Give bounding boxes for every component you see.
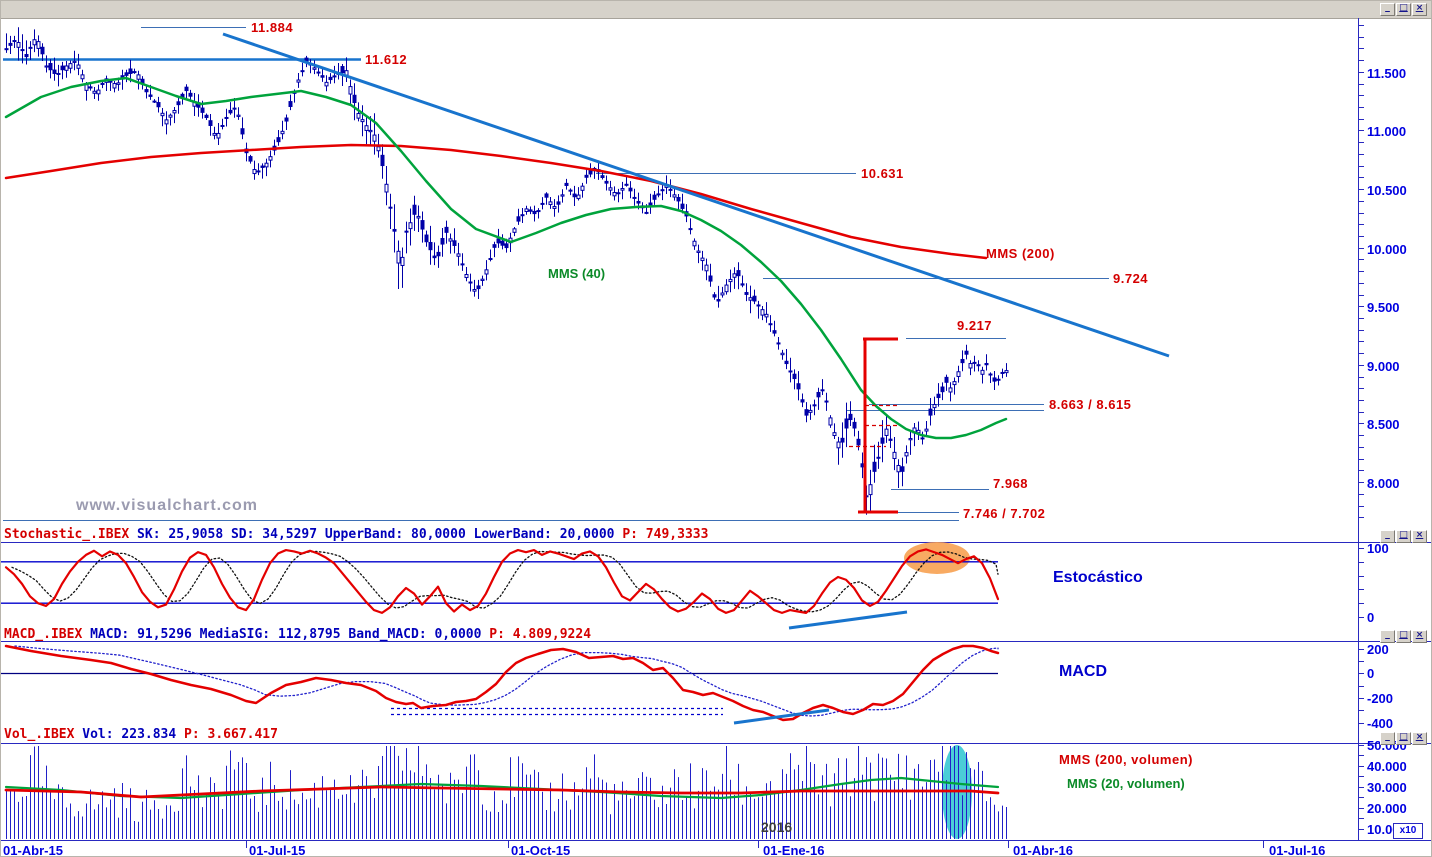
- price-level-label: 11.612: [365, 52, 408, 67]
- stochastic-label: Estocástico: [1053, 569, 1143, 586]
- close-button[interactable]: ×: [1412, 3, 1427, 16]
- stochastic-header: Stochastic_.IBEX SK: 25,9058 SD: 34,5297…: [4, 528, 708, 542]
- title-bar: .IBEX - IBEX 35 INDEX - 1 d Dif. %: 0,70…: [1, 1, 1431, 19]
- macd-pane-buttons: _ □ ×: [1380, 630, 1427, 643]
- maximize-button[interactable]: □: [1396, 630, 1411, 643]
- y-axis-label: 30.000: [1367, 780, 1407, 795]
- minimize-button[interactable]: _: [1380, 530, 1395, 543]
- close-button[interactable]: ×: [1412, 530, 1427, 543]
- y-axis-label: 20.000: [1367, 801, 1407, 816]
- y-axis-label: -400: [1367, 716, 1394, 731]
- y-axis-label: 40.000: [1367, 759, 1407, 774]
- macd-label: MACD: [1059, 663, 1107, 680]
- x-axis-label: 01-Oct-15: [511, 843, 571, 857]
- y-axis-label: 100: [1367, 541, 1389, 556]
- volume-header-values: Vol: 223.834: [74, 727, 185, 742]
- y-axis-label: 10.000: [1367, 242, 1407, 257]
- minimize-button[interactable]: _: [1380, 732, 1395, 745]
- x-axis-label: 01-Abr-16: [1013, 843, 1073, 857]
- macd-header: MACD_.IBEX MACD: 91,5296 MediaSIG: 112,8…: [4, 628, 591, 642]
- axis-multiplier-badge: x10: [1393, 823, 1423, 839]
- x-axis-label: 01-Jul-15: [249, 843, 306, 857]
- macd-header-p: P: 4.809,9224: [489, 627, 592, 642]
- y-axis-label: 11.500: [1367, 66, 1407, 81]
- y-axis-label: 0: [1367, 666, 1375, 681]
- close-button[interactable]: ×: [1412, 630, 1427, 643]
- y-axis-label: 11.000: [1367, 124, 1407, 139]
- macd-header-values: MACD: 91,5296 MediaSIG: 112,8795 Band_MA…: [82, 627, 490, 642]
- maximize-button[interactable]: □: [1396, 3, 1411, 16]
- y-axis-label: 9.000: [1367, 359, 1400, 374]
- y-axis-label: 8.000: [1367, 476, 1400, 491]
- mms40-label: MMS (40): [548, 266, 606, 281]
- mms200-label: MMS (200): [986, 246, 1055, 261]
- x-axis-label: 01-Abr-15: [3, 843, 63, 857]
- watermark: www.visualchart.com: [76, 497, 259, 514]
- y-axis-label: 8.500: [1367, 417, 1400, 432]
- x-axis-label: 01-Ene-16: [763, 843, 825, 857]
- y-axis-label: 0: [1367, 610, 1375, 625]
- minimize-button[interactable]: _: [1380, 3, 1395, 16]
- volume-header-name: Vol_.IBEX: [4, 727, 75, 742]
- volume-mms20-label: MMS (20, volumen): [1067, 776, 1185, 791]
- stochastic-header-name: Stochastic_.IBEX: [4, 527, 130, 542]
- price-level-label: 7.968: [993, 476, 1029, 491]
- y-axis-label: 9.500: [1367, 300, 1400, 315]
- stochastic-header-p: P: 749,3333: [622, 527, 709, 542]
- y-axis-label: 10.500: [1367, 183, 1407, 198]
- macd-header-name: MACD_.IBEX: [4, 627, 83, 642]
- volume-header: Vol_.IBEX Vol: 223.834 P: 3.667.417: [4, 728, 278, 742]
- price-level-label: 9.724: [1113, 271, 1149, 286]
- stochastic-header-values: SK: 25,9058 SD: 34,5297 UpperBand: 80,00…: [129, 527, 623, 542]
- close-button[interactable]: ×: [1412, 732, 1427, 745]
- minimize-button[interactable]: _: [1380, 630, 1395, 643]
- price-level-label: 8.663 / 8.615: [1049, 397, 1132, 412]
- y-axis-label: -200: [1367, 691, 1394, 706]
- volume-mms200-label: MMS (200, volumen): [1059, 752, 1193, 767]
- stochastic-pane-buttons: _ □ ×: [1380, 530, 1427, 543]
- y-axis-label: 200: [1367, 642, 1389, 657]
- x-axis-label: 01-Jul-16: [1269, 843, 1326, 857]
- price-level-label: 11.884: [251, 20, 294, 35]
- main-window-buttons: _ □ ×: [1380, 3, 1427, 16]
- year-2016-label: 2016: [761, 819, 793, 835]
- volume-pane-buttons: _ □ ×: [1380, 732, 1427, 745]
- volume-header-p: P: 3.667.417: [184, 727, 278, 742]
- price-level-label: 10.631: [861, 166, 904, 181]
- maximize-button[interactable]: □: [1396, 530, 1411, 543]
- maximize-button[interactable]: □: [1396, 732, 1411, 745]
- price-level-label: 7.746 / 7.702: [963, 506, 1046, 521]
- price-level-label: 9.217: [957, 318, 993, 333]
